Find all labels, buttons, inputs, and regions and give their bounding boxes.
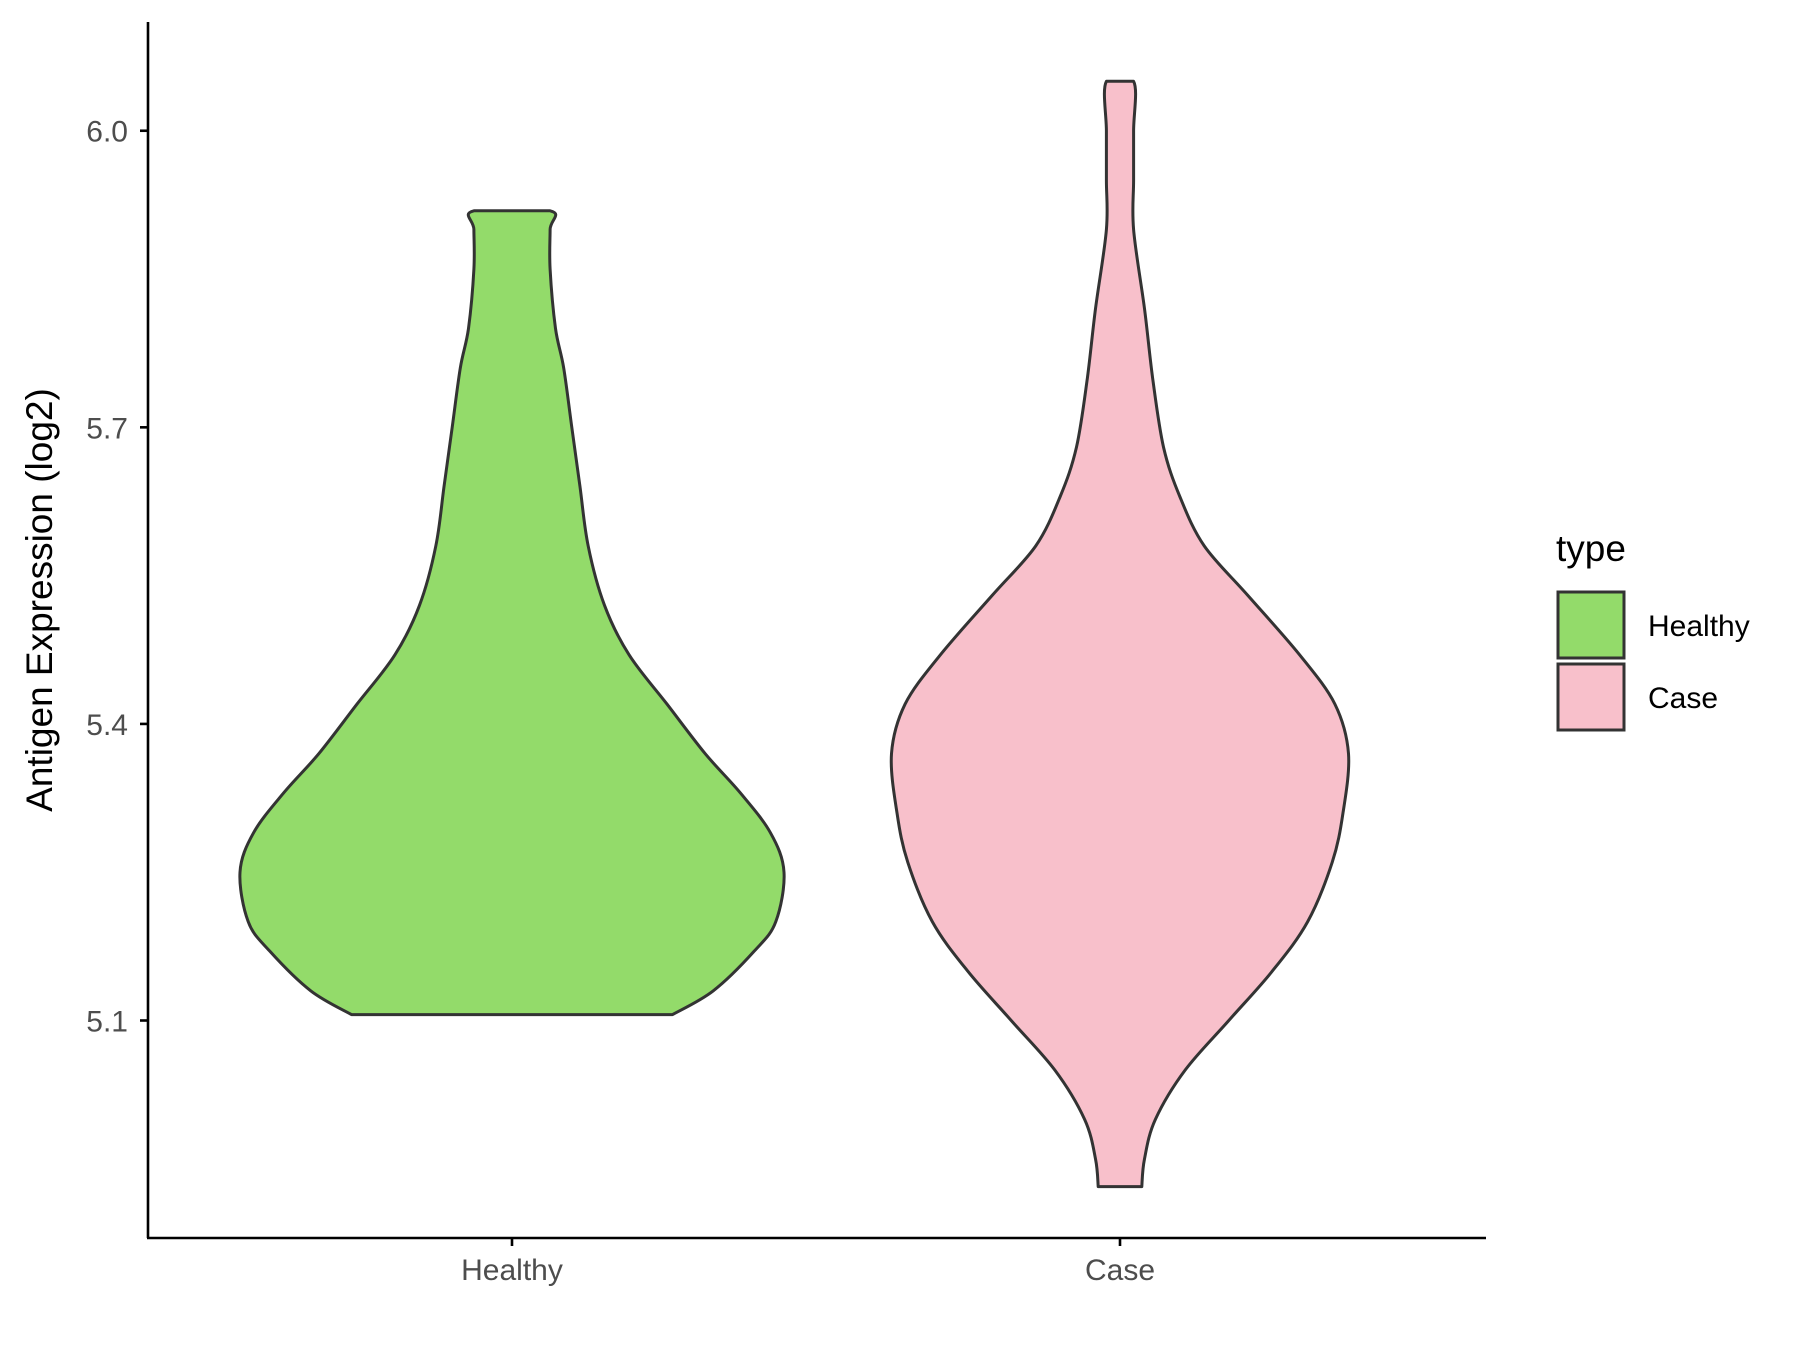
legend: Healthy Case	[1556, 590, 1750, 732]
y-tick-label: 6.0	[86, 116, 128, 149]
x-tick-label: Healthy	[461, 1254, 563, 1287]
legend-label-healthy: Healthy	[1648, 610, 1750, 643]
x-axis-ticks: Healthy Case	[461, 1238, 1155, 1287]
legend-label-case: Case	[1648, 682, 1718, 715]
y-axis-ticks: 5.1 5.4 5.7 6.0	[86, 116, 148, 1039]
y-tick-label: 5.7	[86, 412, 128, 445]
y-tick-label: 5.4	[86, 709, 128, 742]
violin-case	[889, 79, 1351, 1189]
violin-healthy	[238, 209, 786, 1017]
y-axis-title: Antigen Expression (log2)	[19, 388, 60, 812]
legend-swatch-case	[1556, 662, 1626, 732]
violin-layer	[238, 79, 1351, 1189]
y-tick-label: 5.1	[86, 1006, 128, 1039]
legend-swatch-healthy	[1556, 590, 1626, 660]
legend-title: type	[1556, 528, 1626, 569]
x-tick-label: Case	[1085, 1254, 1155, 1287]
